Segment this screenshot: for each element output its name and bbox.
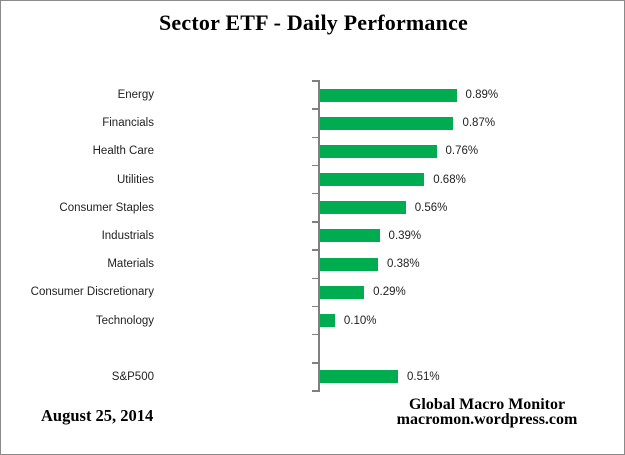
axis-tick bbox=[312, 221, 320, 223]
source-name: Global Macro Monitor bbox=[408, 396, 566, 413]
value-label: 0.39% bbox=[388, 229, 422, 242]
axis-tick bbox=[312, 390, 320, 392]
category-axis-line bbox=[318, 81, 320, 391]
value-label: 0.87% bbox=[462, 117, 496, 130]
category-label: Materials bbox=[107, 258, 154, 271]
axis-tick bbox=[312, 136, 320, 139]
value-label: 0.51% bbox=[407, 370, 440, 383]
axis-tick bbox=[312, 333, 320, 336]
axis-tick bbox=[312, 362, 320, 364]
value-label: 0.76% bbox=[445, 145, 479, 158]
chart-title: Sector ETF - Daily Performance bbox=[158, 10, 468, 35]
category-label: Industrials bbox=[101, 229, 154, 242]
source-attribution: Global Macro Monitor macromon.wordpress.… bbox=[373, 397, 601, 428]
axis-tick bbox=[312, 192, 320, 195]
category-label: Health Care bbox=[92, 145, 154, 158]
bar bbox=[319, 88, 457, 102]
bar bbox=[319, 144, 437, 158]
category-label: Energy bbox=[117, 89, 154, 102]
axis-tick bbox=[312, 108, 320, 110]
bar bbox=[319, 201, 406, 215]
category-label: Utilities bbox=[116, 173, 154, 186]
bar bbox=[319, 229, 380, 243]
axis-tick bbox=[312, 277, 320, 279]
value-label: 0.89% bbox=[465, 89, 499, 102]
value-label: 0.29% bbox=[373, 286, 406, 299]
bar bbox=[319, 173, 425, 187]
axis-tick bbox=[312, 249, 320, 251]
category-label: Consumer Discretionary bbox=[30, 286, 154, 299]
axis-tick bbox=[312, 80, 320, 82]
value-label: 0.38% bbox=[387, 258, 420, 271]
bar bbox=[319, 370, 399, 384]
source-url: macromon.wordpress.com bbox=[396, 411, 578, 428]
value-label: 0.56% bbox=[414, 201, 448, 214]
bar bbox=[319, 314, 335, 328]
bar bbox=[319, 257, 379, 271]
category-label: Consumer Staples bbox=[59, 201, 154, 214]
bar bbox=[319, 285, 365, 299]
category-label: Financials bbox=[102, 117, 154, 130]
axis-tick bbox=[312, 305, 320, 308]
chart-date: August 25, 2014 bbox=[41, 406, 154, 425]
category-label: S&P500 bbox=[111, 370, 154, 383]
category-label: Technology bbox=[95, 314, 154, 327]
value-label: 0.10% bbox=[343, 314, 377, 327]
value-label: 0.68% bbox=[433, 173, 466, 186]
bar bbox=[319, 116, 454, 130]
axis-tick bbox=[312, 164, 320, 167]
